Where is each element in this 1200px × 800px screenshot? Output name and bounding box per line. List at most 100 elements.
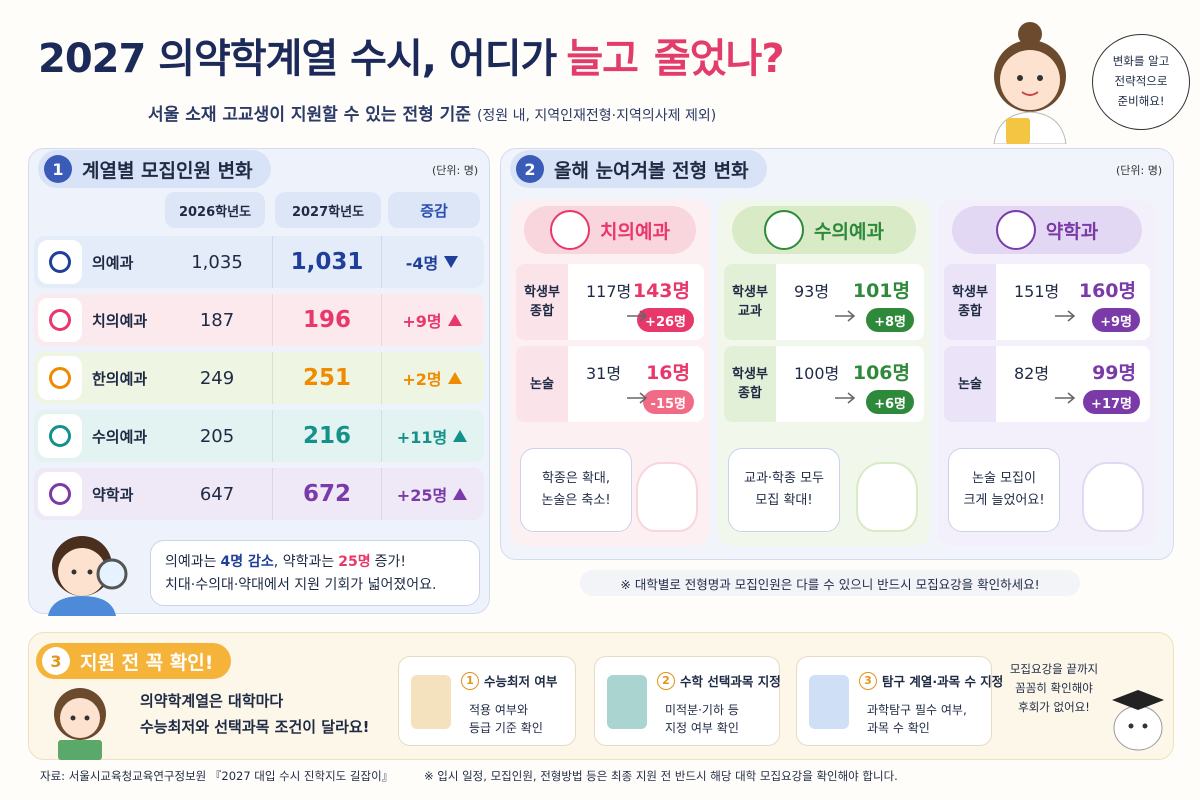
step-number: 2 — [657, 671, 675, 690]
card-row: 학생부 종합 100명 106명 +6명 — [724, 346, 924, 422]
column-header: 2027학년도 — [275, 192, 381, 228]
summary-line: 의예과는 4명 감소, 약학과는 25명 증가! — [165, 551, 465, 574]
card-illustration — [856, 462, 918, 532]
label-line: 학생부 — [732, 367, 768, 382]
bubble-line: 꼼꼼히 확인해야 — [1015, 681, 1093, 695]
arrow — [1055, 392, 1076, 404]
desc-line: 적용 여부와 — [469, 703, 529, 717]
section-number: 2 — [516, 155, 544, 183]
change-arrow — [453, 430, 468, 442]
row-icon — [38, 472, 82, 516]
label-line: 논술 — [958, 376, 982, 392]
label-line: 학생부 — [524, 285, 560, 300]
step-card: 1 수능최저 여부 적용 여부와 등급 기준 확인 — [398, 656, 576, 746]
value-2026: 187 — [199, 309, 235, 331]
title-down: 줄었나? — [653, 36, 785, 82]
change-arrow — [444, 256, 459, 268]
student-illustration — [48, 536, 128, 616]
step-card: 3 탐구 계열·과목 수 지정 과학탐구 필수 여부, 과목 수 확인 — [796, 656, 1003, 746]
row-icon — [38, 356, 82, 400]
label-line: 학생부 — [952, 285, 988, 300]
intro-text: 의약학계열은 대학마다 수능최저와 선택과목 조건이 달라요! — [140, 688, 370, 740]
section2-header: 2 올해 눈여겨볼 전형 변화 — [510, 150, 767, 188]
value-2026: 1,035 — [191, 251, 243, 273]
section-number: 3 — [42, 647, 70, 675]
change-value: +9명 — [402, 312, 442, 331]
intro-line: 의약학계열은 대학마다 — [140, 692, 284, 710]
subtitle-note: (정원 내, 지역인재전형·지역의사제 제외) — [476, 108, 717, 124]
arrow — [835, 392, 856, 404]
summary-line: 치대·수의대·약대에서 지원 기회가 넓어졌어요. — [165, 577, 437, 593]
to-value: 101명 — [852, 280, 910, 302]
row-name: 약학과 — [92, 485, 134, 504]
desc-line: 등급 기준 확인 — [469, 721, 543, 735]
speech-line: 전략적으로 — [1114, 74, 1168, 88]
section3-header: 3 지원 전 꼭 확인! — [36, 643, 232, 679]
desc-line: 과학탐구 필수 여부, — [867, 703, 967, 717]
final-bubble: 모집요강을 끝까지 꼼꼼히 확인해야 후회가 없어요! — [1004, 660, 1104, 717]
card-illustration — [636, 462, 698, 532]
value-2027: 196 — [272, 294, 382, 346]
icon-dot — [49, 425, 71, 447]
summary-part: 25명 — [338, 554, 371, 570]
card-row: 논술 31명 16명 -15명 — [516, 346, 704, 422]
column-header: 증감 — [388, 192, 480, 228]
step-title-text: 탐구 계열·과목 수 지정 — [882, 674, 1004, 689]
icon-dot — [49, 483, 71, 505]
table-row: 치의예과 187 196 +9명 — [34, 294, 484, 346]
row-label: 학생부 종합 — [944, 264, 996, 340]
change-value: +2명 — [402, 370, 442, 389]
bubble-line: 교과·학종 모두 — [743, 471, 825, 486]
mascot-illustration — [1112, 690, 1164, 751]
row-label: 학생부 종합 — [516, 264, 568, 340]
row-label: 학생부 종합 — [724, 346, 776, 422]
speech-line: 변화를 알고 — [1112, 54, 1170, 68]
value-2026: 249 — [199, 367, 235, 389]
summary-part: 4명 감소 — [220, 554, 274, 570]
change-value: -4명 — [405, 254, 439, 273]
diff-pill: +26명 — [637, 308, 694, 332]
card-bubble: 학종은 확대, 논술은 축소! — [520, 448, 632, 532]
step-number: 3 — [859, 671, 877, 690]
subtitle-text: 서울 소재 고교생이 지원할 수 있는 전형 기준 — [148, 105, 471, 125]
subtitle: 서울 소재 고교생이 지원할 수 있는 전형 기준 (정원 내, 지역인재전형·지… — [148, 100, 716, 125]
card-icon — [995, 210, 1036, 250]
bubble-line: 학종은 확대, — [541, 471, 611, 486]
to-value: 99명 — [1092, 362, 1136, 384]
summary-part: 의예과는 — [165, 554, 217, 570]
arrow — [627, 392, 648, 404]
section-title: 계열별 모집인원 변화 — [82, 159, 253, 182]
table-row: 수의예과 205 216 +11명 — [34, 410, 484, 462]
diff-pill: +17명 — [1083, 390, 1140, 414]
bubble-line: 논술은 축소! — [541, 493, 611, 508]
to-value: 160명 — [1078, 280, 1136, 302]
bubble-line: 논술 모집이 — [972, 471, 1036, 486]
section-title: 올해 눈여겨볼 전형 변화 — [554, 159, 749, 182]
card-row: 논술 82명 99명 +17명 — [944, 346, 1150, 422]
change-cell: +11명 — [382, 410, 482, 462]
icon-dot — [49, 251, 71, 273]
diff-pill: +9명 — [1092, 308, 1140, 332]
icon-dot — [49, 367, 71, 389]
value-2027: 216 — [272, 410, 382, 462]
change-cell: +25명 — [382, 468, 482, 520]
unit: (단위: 명) — [1116, 164, 1163, 177]
card: 약학과 학생부 종합 151명 160명 +9명 논술 82명 99명 +17명 논술 모집이 크게 … — [938, 200, 1156, 546]
icon-dot — [49, 309, 71, 331]
title-text: 2027 의약학계열 수시, 어디가 — [38, 36, 557, 82]
bubble-line: 크게 늘었어요! — [963, 493, 1045, 508]
card-row: 학생부 교과 93명 101명 +8명 — [724, 264, 924, 340]
row-name: 한의예과 — [92, 369, 148, 388]
row-name: 수의예과 — [92, 427, 148, 446]
step-icon — [411, 675, 451, 729]
card-icon — [550, 210, 591, 250]
column-header: 2026학년도 — [165, 192, 265, 228]
row-label: 논술 — [516, 346, 568, 422]
speech-line: 준비해요! — [1117, 94, 1165, 108]
section-number: 1 — [44, 155, 72, 183]
section1-header: 1 계열별 모집인원 변화 — [38, 150, 271, 188]
bubble-text: 학종은 확대, 논술은 축소! — [541, 468, 610, 512]
diff-pill: +8명 — [866, 308, 914, 332]
label-line: 논술 — [530, 376, 554, 392]
